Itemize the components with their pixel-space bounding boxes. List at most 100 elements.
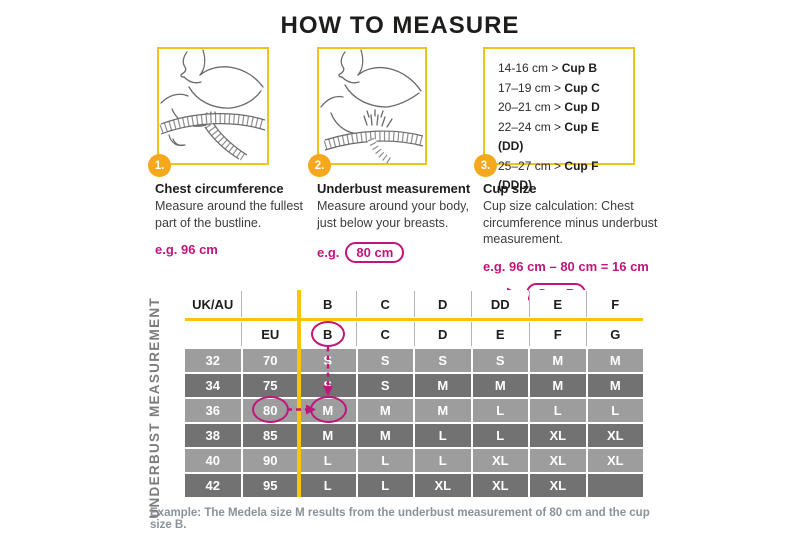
example-footnote: Example: The Medela size M results from … xyxy=(150,507,650,531)
eu-cell: 95 xyxy=(242,474,298,497)
header-cell-cup: F xyxy=(530,321,587,347)
step-3-text: Cup size Cup size calculation: Chest cir… xyxy=(483,181,668,304)
size-cell: L xyxy=(415,424,471,447)
size-cell: M xyxy=(587,349,643,372)
header-cell-cup: DD xyxy=(472,290,529,318)
size-cell-empty xyxy=(587,474,643,497)
ukau-cell: 32 xyxy=(185,349,241,372)
size-cell: M xyxy=(415,399,471,422)
cup-range: 22–24 cm xyxy=(498,119,551,134)
table-body: 32 70 S S S S M M 34 75 S S M M M M 36 8… xyxy=(185,349,643,497)
step-1-badge: 1. xyxy=(148,154,171,177)
size-cell: L xyxy=(357,449,413,472)
size-cell: XL xyxy=(530,449,586,472)
step-3-heading: Cup size xyxy=(483,181,537,196)
size-cell: M xyxy=(300,424,356,447)
example-value: e.g. 96 cm xyxy=(155,242,218,257)
ukau-cell: 36 xyxy=(185,399,241,422)
header-cell-eu: EU xyxy=(242,321,299,347)
table-header-ukau-row: UK/AU B C D DD E F xyxy=(185,290,643,318)
header-cell-cup: B xyxy=(300,290,357,318)
cup-label: Cup C xyxy=(564,80,600,95)
size-table: UK/AU B C D DD E F EU B C D E F G 32 70 … xyxy=(185,290,643,497)
underbust-measure-illustration-box xyxy=(317,47,427,165)
side-label-wrap: UNDERBUST MEASUREMENT xyxy=(138,290,170,525)
size-cell: M xyxy=(530,349,586,372)
header-cell-ukau: UK/AU xyxy=(185,290,242,318)
chest-measure-illustration-box xyxy=(157,47,269,165)
range-separator: > xyxy=(554,80,562,95)
size-cell: XL xyxy=(472,449,528,472)
size-cell: M xyxy=(415,374,471,397)
cup-range-line: 20–21 cm > Cup D xyxy=(498,98,627,118)
cup-range-line: 14-16 cm > Cup B xyxy=(498,59,627,79)
size-cell: L xyxy=(415,449,471,472)
step-1-heading: Chest circumference xyxy=(155,181,284,196)
size-cell: S xyxy=(300,374,356,397)
step-2-number: 2. xyxy=(314,159,325,172)
step-3-number: 3. xyxy=(480,159,491,172)
cup-label: Cup E (DD) xyxy=(498,119,600,154)
ukau-cell: 34 xyxy=(185,374,241,397)
size-cell: XL xyxy=(530,424,586,447)
size-cell: L xyxy=(530,399,586,422)
step-3-example: e.g. 96 cm – 80 cm = 16 cm xyxy=(483,259,668,274)
size-cell: XL xyxy=(472,474,528,497)
header-cell-cup: D xyxy=(415,290,472,318)
eu-cell: 70 xyxy=(242,349,298,372)
eu-cell: 90 xyxy=(242,449,298,472)
cup-range-line: 25–27 cm > Cup F (DDD) xyxy=(498,157,627,196)
cup-range: 17–19 cm xyxy=(498,80,551,95)
example-prefix: e.g. xyxy=(317,245,340,260)
size-cell: S xyxy=(472,349,528,372)
step-2-badge: 2. xyxy=(308,154,331,177)
size-cell: XL xyxy=(530,474,586,497)
size-cell: XL xyxy=(587,449,643,472)
step-2-body: Measure around your body, just below you… xyxy=(317,199,469,230)
header-cell-cup: B xyxy=(300,321,357,347)
ukau-cell: 40 xyxy=(185,449,241,472)
chest-measure-illustration xyxy=(159,49,267,161)
step-1-example: e.g. 96 cm xyxy=(155,242,315,257)
cup-size-chart-box: 14-16 cm > Cup B 17–19 cm > Cup C 20–21 … xyxy=(483,47,635,192)
header-cell-cup: D xyxy=(415,321,472,347)
size-cell: L xyxy=(587,399,643,422)
header-cell-cup: F xyxy=(587,290,643,318)
size-cell: M xyxy=(587,374,643,397)
range-separator: > xyxy=(554,158,562,173)
step-3-body: Cup size calculation: Chest circumferenc… xyxy=(483,199,658,246)
step-1-text: Chest circumference Measure around the f… xyxy=(155,181,315,257)
size-cell: M xyxy=(357,424,413,447)
header-cell-empty xyxy=(185,321,242,347)
size-cell: L xyxy=(472,399,528,422)
size-cell: S xyxy=(415,349,471,372)
size-cell: L xyxy=(357,474,413,497)
step-3-badge: 3. xyxy=(474,154,497,177)
eu-cell: 75 xyxy=(242,374,298,397)
step-2-text: Underbust measurement Measure around you… xyxy=(317,181,482,263)
cup-label: Cup F (DDD) xyxy=(498,158,599,193)
size-cell: M xyxy=(530,374,586,397)
cup-range: 14-16 cm xyxy=(498,61,549,75)
step-1-number: 1. xyxy=(154,159,165,172)
size-cell: M xyxy=(357,399,413,422)
eu-cell-circled: 80 xyxy=(242,399,298,422)
cup-range-line: 22–24 cm > Cup E (DD) xyxy=(498,118,627,157)
cup-range: 25–27 cm xyxy=(498,158,551,173)
step-2-heading: Underbust measurement xyxy=(317,181,471,196)
yellow-vertical-divider xyxy=(297,290,301,497)
cup-range-line: 17–19 cm > Cup C xyxy=(498,79,627,99)
cup-range: 20–21 cm xyxy=(498,100,551,114)
size-cell: XL xyxy=(415,474,471,497)
size-cell-circled: M xyxy=(300,399,356,422)
step-1-body: Measure around the fullest part of the b… xyxy=(155,199,304,230)
page-title: HOW TO MEASURE xyxy=(280,12,520,39)
step-2-example: e.g. 80 cm xyxy=(317,242,482,263)
ukau-cell: 38 xyxy=(185,424,241,447)
underbust-measurement-axis-label: UNDERBUST MEASUREMENT xyxy=(146,296,162,519)
table-header-eu-row: EU B C D E F G xyxy=(185,321,643,347)
circled-underbust-value: 80 cm xyxy=(345,242,405,263)
range-separator: > xyxy=(554,100,562,114)
header-cell-cup: C xyxy=(357,290,414,318)
